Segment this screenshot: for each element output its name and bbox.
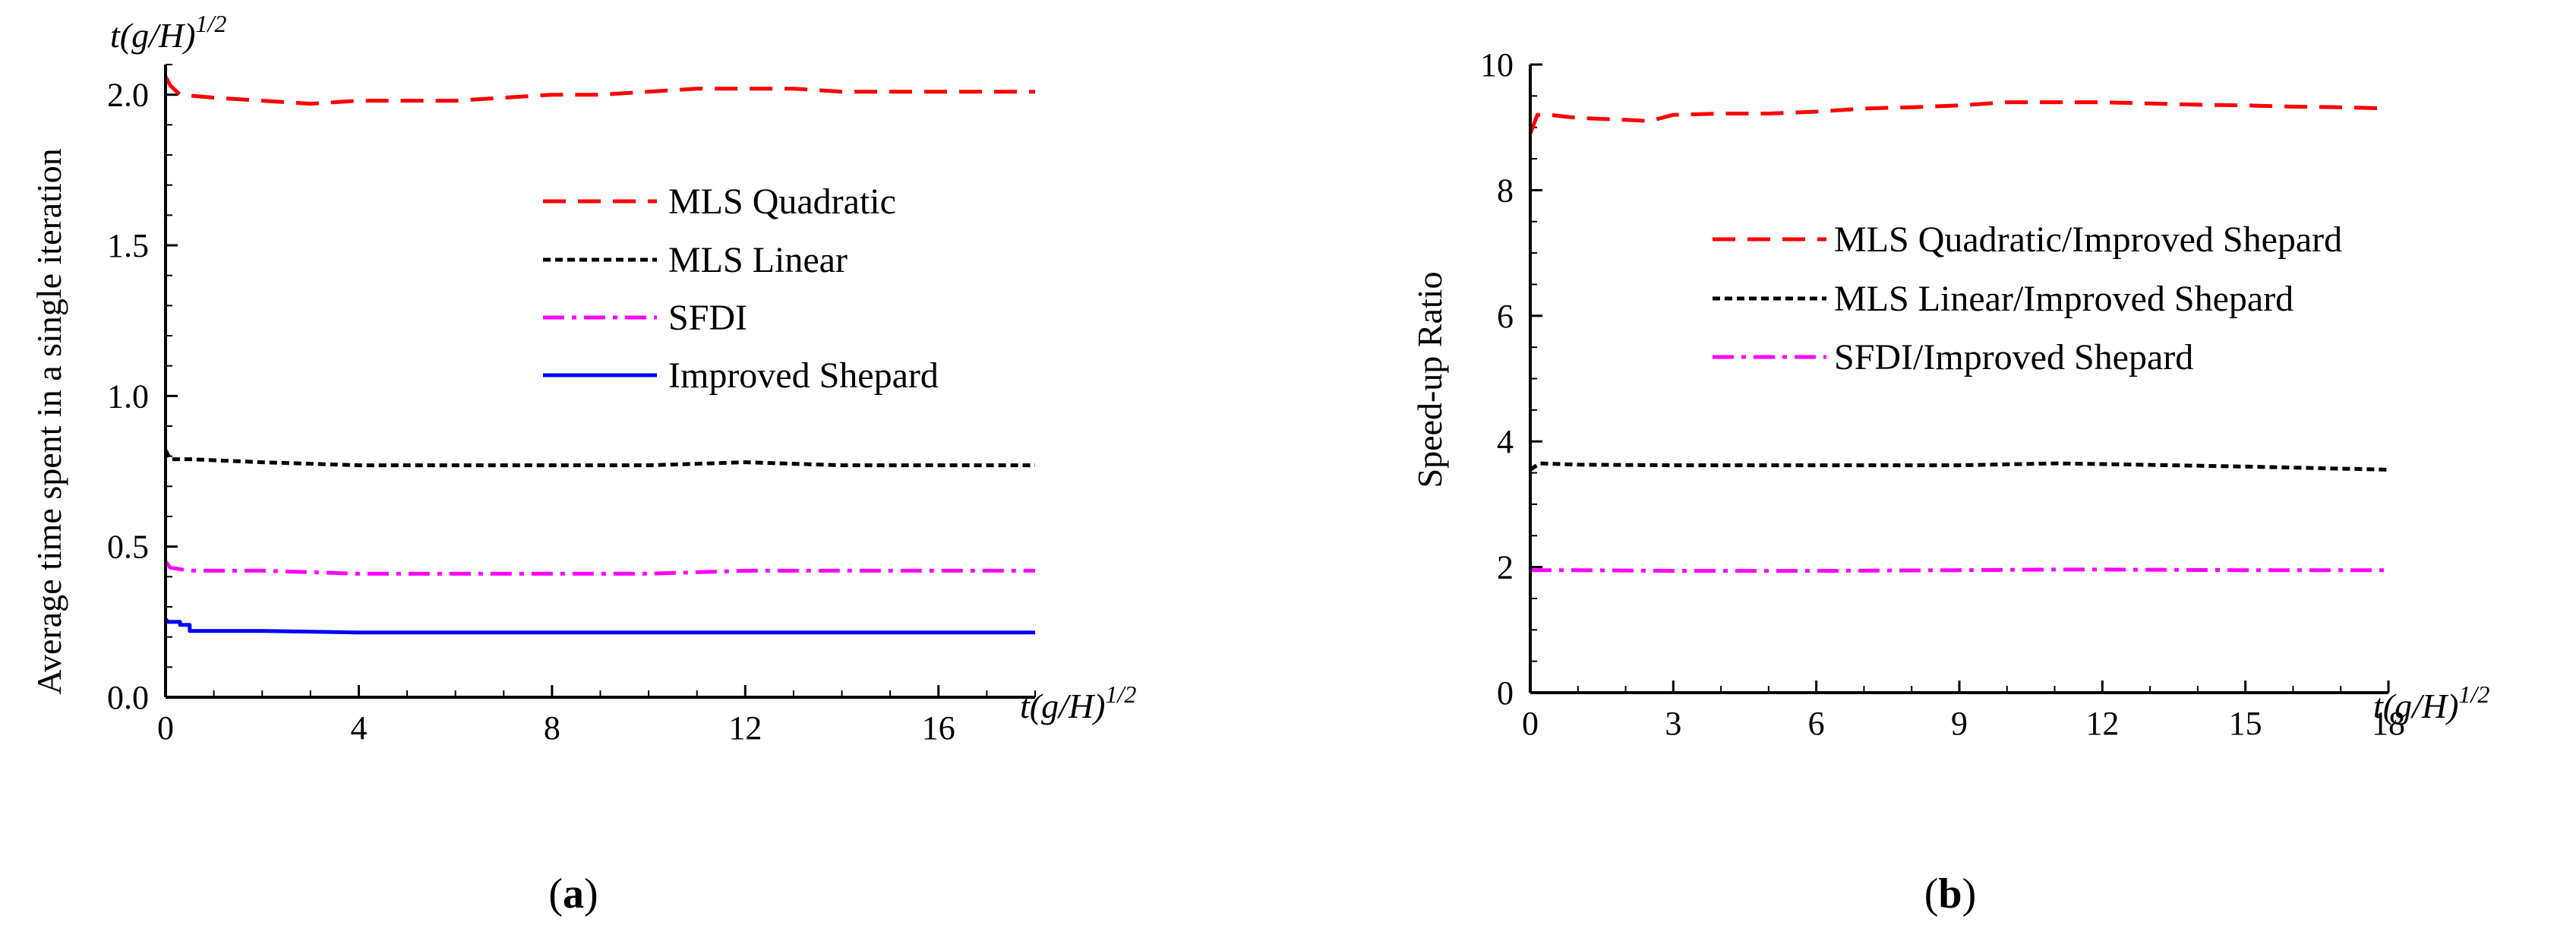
panel-b-ticks <box>1529 63 2390 694</box>
x-tick-label: 4 <box>350 709 367 747</box>
series-line-improved-shepard <box>164 617 1035 635</box>
panel-a-chart: 0 4 8 12 16 0.0 0.5 1.0 1.5 2.0 t(g/H)1/2 t(g/H)1… <box>30 10 1136 917</box>
panel-b-caption: (b) <box>1924 870 1976 917</box>
x-tick-label: 6 <box>1808 705 1825 742</box>
panel-a-series <box>163 75 1035 635</box>
x-tick-label: 8 <box>544 709 560 747</box>
series-line-sfdi <box>164 560 1035 576</box>
y-tick-label: 0.0 <box>107 679 149 716</box>
series-line-mls-quadratic <box>163 75 1035 106</box>
legend-label-mls-quadratic-ratio: MLS Quadratic/Improved Shepard <box>1834 219 2342 260</box>
x-tick-label: 12 <box>2085 705 2119 742</box>
x-tick-label: 3 <box>1665 705 1681 742</box>
series-line-mls-quadratic-improved-shepard <box>1528 100 2389 134</box>
y-tick-label: 4 <box>1497 423 1514 460</box>
panel-a-x-axis-label: t(g/H)1/2 <box>1020 681 1136 725</box>
x-tick-label: 9 <box>1951 705 1968 742</box>
panel-b-x-axis-label: t(g/H)1/2 <box>2373 681 2489 725</box>
panel-a-y-axis-label: Average time spent in a single iteration <box>30 148 68 695</box>
x-tick-label: 0 <box>1522 705 1539 742</box>
y-tick-label: 0 <box>1497 674 1514 712</box>
legend-label-mls-quadratic: MLS Quadratic <box>668 182 896 222</box>
panel-b-series <box>1528 100 2389 573</box>
legend-label-sfdi-ratio: SFDI/Improved Shepard <box>1834 337 2193 377</box>
series-line-sfdi-improved-shepard <box>1530 567 2388 573</box>
y-tick-label: 1.5 <box>107 227 149 264</box>
y-tick-label: 2 <box>1497 549 1514 586</box>
panel-a-y-unit-label: t(g/H)1/2 <box>110 10 226 55</box>
y-tick-label: 10 <box>1480 46 1514 84</box>
legend-label-mls-linear: MLS Linear <box>668 240 848 280</box>
series-line-mls-linear-improved-shepard <box>1529 461 2389 472</box>
y-tick-label: 0.5 <box>107 529 149 566</box>
y-tick-label: 1.0 <box>107 377 149 415</box>
x-tick-label: 15 <box>2229 705 2262 742</box>
x-tick-label: 18 <box>2372 705 2405 742</box>
panel-a-caption: (a) <box>548 870 598 917</box>
x-tick-label: 16 <box>922 709 955 747</box>
y-tick-label: 8 <box>1497 172 1514 209</box>
legend-label-mls-linear-ratio: MLS Linear/Improved Shepard <box>1834 279 2293 319</box>
panel-a-tick-labels: 0 4 8 12 16 0.0 0.5 1.0 1.5 2.0 <box>107 77 955 747</box>
series-line-mls-linear <box>163 449 1035 468</box>
legend-label-sfdi: SFDI <box>668 298 747 338</box>
panel-a-legend: MLS Quadratic MLS Linear SFDI Improved S… <box>543 182 939 396</box>
y-tick-label: 6 <box>1497 298 1514 335</box>
x-tick-label: 12 <box>728 709 762 747</box>
legend-label-improved-shepard: Improved Shepard <box>668 355 939 396</box>
panel-b-y-axis-label: Speed-up Ratio <box>1410 272 1449 488</box>
panel-b-chart: 0 3 6 9 12 15 18 0 2 4 6 8 10 t(g/H)1/2 Speed-up Rat… <box>1410 46 2489 917</box>
y-tick-label: 2.0 <box>107 77 149 114</box>
panel-b-tick-labels: 0 3 6 9 12 15 18 0 2 4 6 8 10 <box>1480 46 2405 742</box>
x-tick-label: 0 <box>157 709 174 747</box>
panel-b-legend: MLS Quadratic/Improved Shepard MLS Linea… <box>1713 219 2342 377</box>
